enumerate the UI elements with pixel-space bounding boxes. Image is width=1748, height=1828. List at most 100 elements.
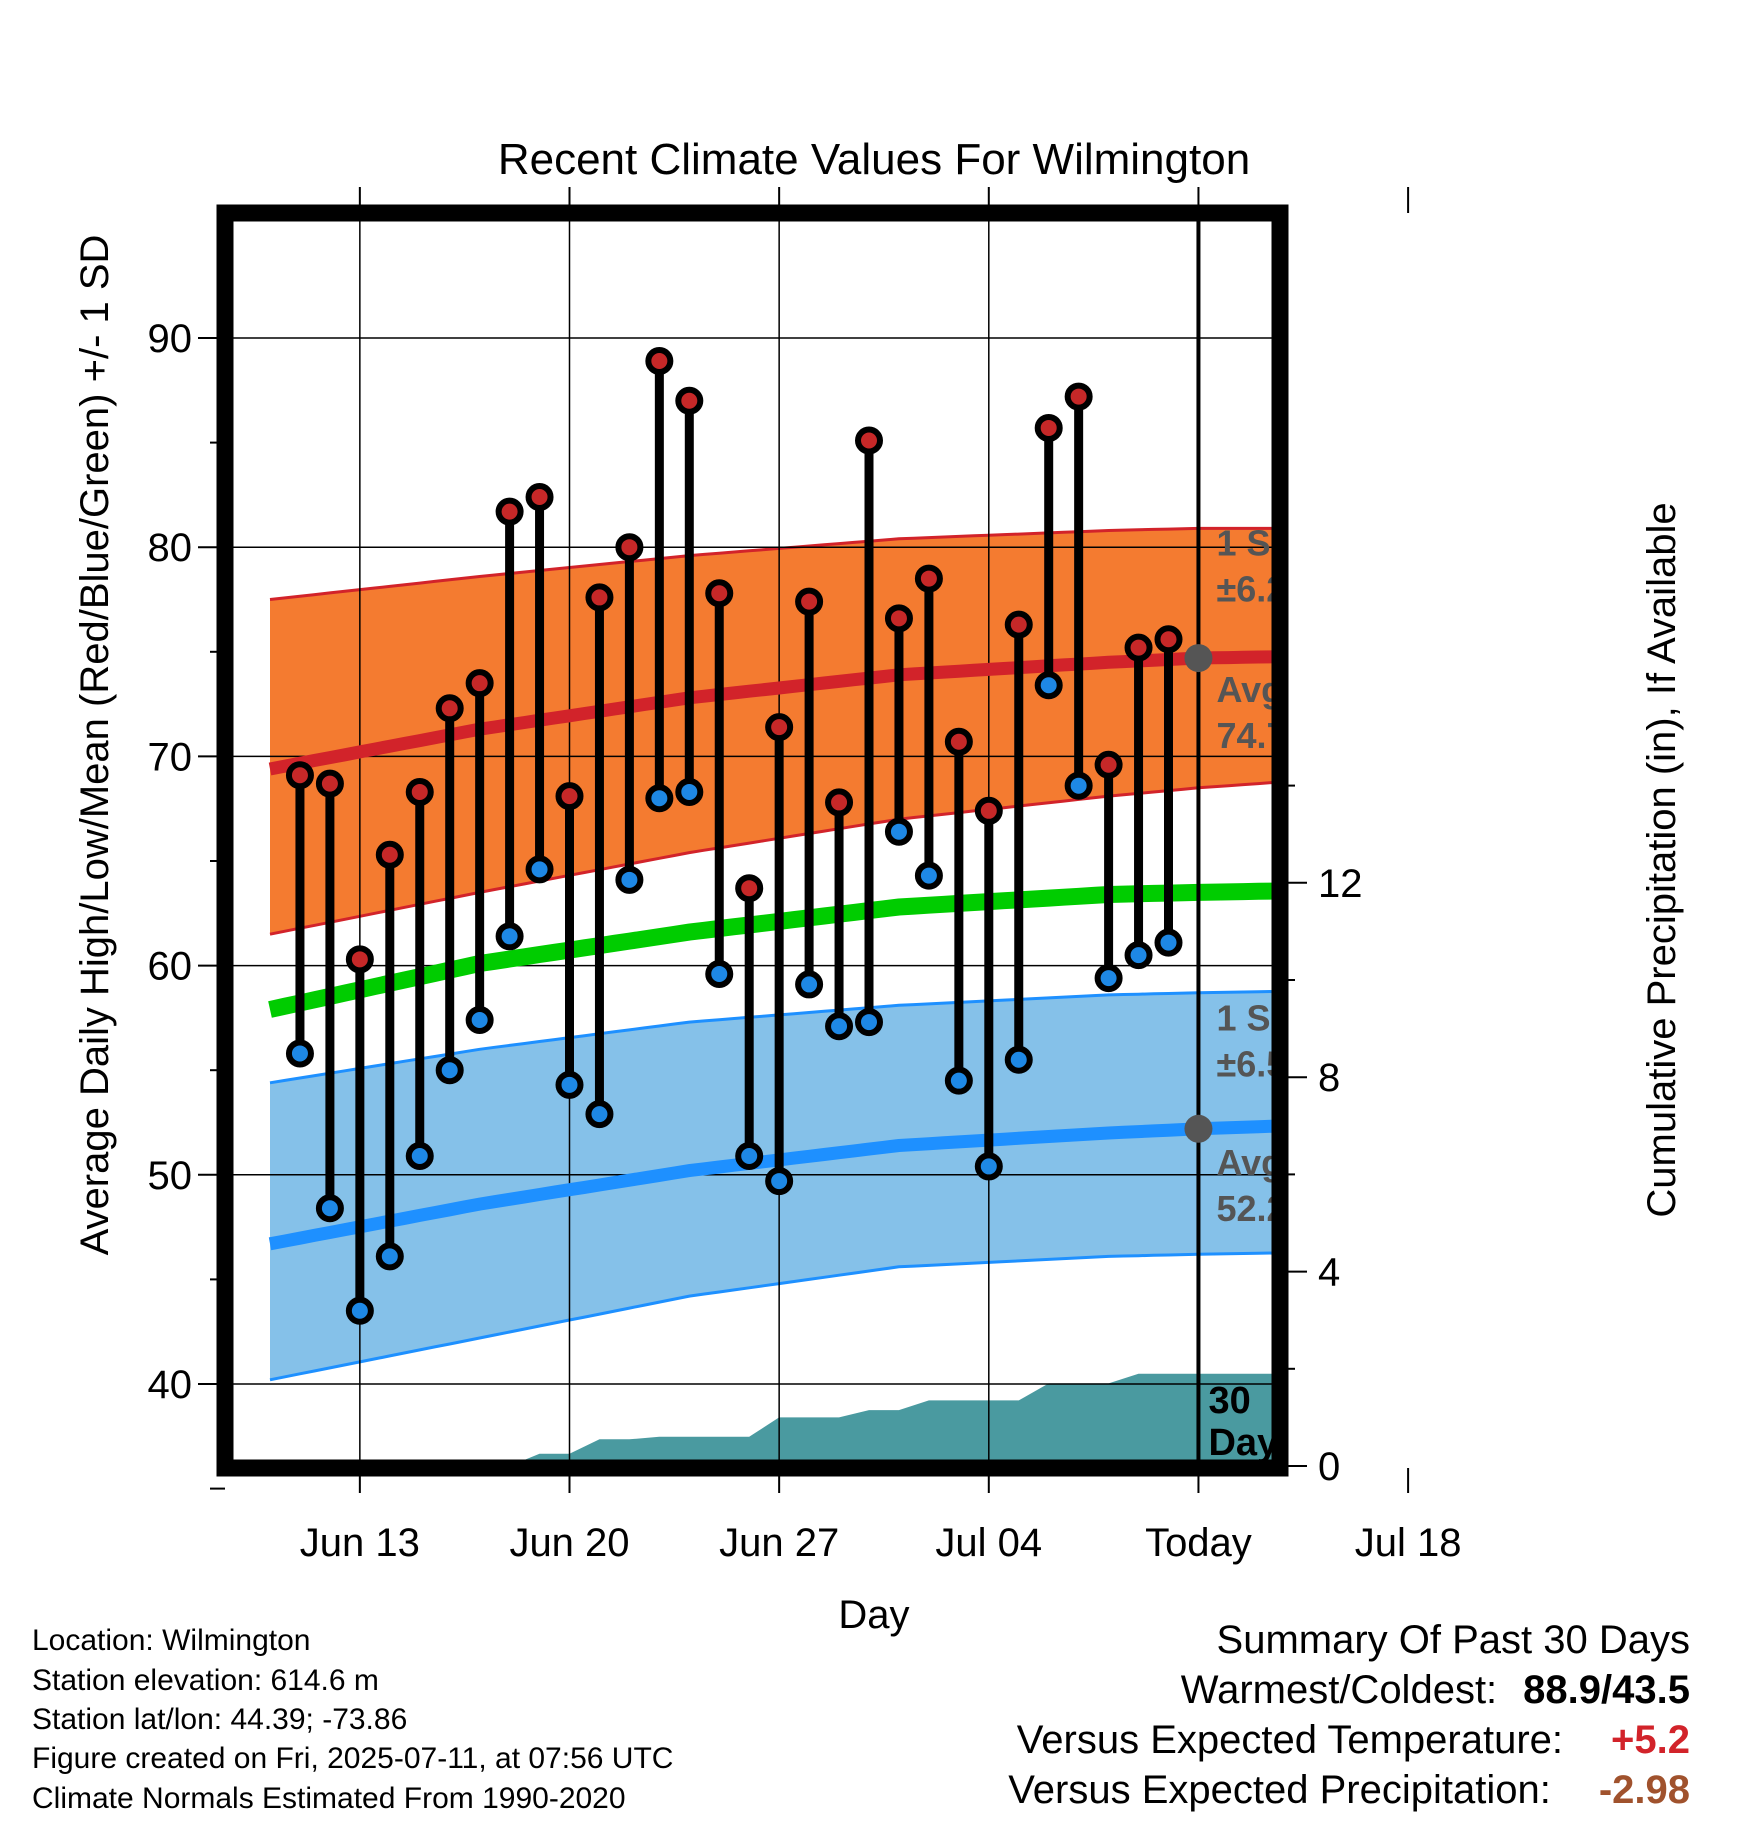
daily-high-point <box>1154 625 1183 654</box>
daily-high-point <box>855 426 883 455</box>
daily-low-point <box>405 1141 434 1170</box>
high-sd-label: 1 SD: <box>1216 523 1308 564</box>
daily-high-point <box>465 669 494 698</box>
daily-low-point <box>615 865 644 894</box>
daily-low-point <box>1064 771 1093 800</box>
y2-axis-label: Cumulative Precipitation (in), If Availa… <box>1640 502 1684 1217</box>
daily-high-point <box>375 840 404 869</box>
daily-high-point <box>495 497 524 526</box>
precip-area <box>270 1373 1280 1466</box>
high-avg-label: Avg: <box>1216 669 1295 710</box>
daily-high-point <box>765 713 794 742</box>
daily-high-point <box>1094 750 1123 779</box>
daily-low-point <box>525 855 554 884</box>
daily-low-point <box>465 1005 494 1034</box>
daily-low-point <box>705 959 734 988</box>
x-tick-label: Jul 04 <box>935 1521 1042 1565</box>
daily-high-point <box>1004 610 1033 639</box>
y2-tick-label: 8 <box>1318 1056 1340 1100</box>
daily-low-point <box>1154 928 1183 957</box>
daily-high-point <box>795 587 824 616</box>
daily-low-point <box>795 970 824 999</box>
x-tick-label: Jun 20 <box>509 1521 629 1565</box>
daily-high-point <box>345 945 374 974</box>
y-tick-label: 40 <box>148 1363 193 1407</box>
x-tick-label: Jun 27 <box>719 1521 839 1565</box>
x-tick-label: Jun 13 <box>300 1521 420 1565</box>
y-tick-label: 90 <box>148 317 193 361</box>
daily-high-point <box>1124 633 1153 662</box>
daily-high-point <box>974 796 1003 825</box>
daily-high-point <box>884 604 913 633</box>
low-avg-label: Avg: <box>1216 1142 1295 1183</box>
daily-high-point <box>525 482 554 511</box>
summary-warm-cold: Warmest/Coldest: 88.9/43.5 <box>1181 1668 1690 1713</box>
summary-temp-label: Versus Expected Temperature: <box>1016 1718 1564 1762</box>
daily-high-point <box>285 761 314 790</box>
daily-low-point <box>974 1152 1003 1181</box>
daily-low-point <box>855 1008 883 1037</box>
daily-low-point <box>735 1141 764 1170</box>
y-tick-label: 70 <box>148 735 193 779</box>
summary-temp: Versus Expected Temperature: +5.2 <box>1017 1718 1690 1763</box>
summary-precip-label: Versus Expected Precipitation: <box>1008 1768 1551 1812</box>
info-created: Figure created on Fri, 2025-07-11, at 07… <box>32 1742 674 1775</box>
daily-high-point <box>1034 413 1063 442</box>
daily-low-point <box>435 1056 464 1085</box>
chart-title: Recent Climate Values For Wilmington <box>498 135 1250 184</box>
info-latlon: Station lat/lon: 44.39; -73.86 <box>32 1703 408 1736</box>
daily-high-point <box>1064 382 1093 411</box>
x-axis-label: Day <box>838 1593 909 1637</box>
y-tick-label: 80 <box>148 526 193 570</box>
daily-low-point <box>645 784 674 813</box>
daily-low-point <box>675 777 704 806</box>
daily-low-point <box>1034 671 1063 700</box>
y-tick-label: 50 <box>148 1154 193 1198</box>
x-tick-label: Today <box>1145 1521 1252 1565</box>
y-axis-label: Average Daily High/Low/Mean (Red/Blue/Gr… <box>73 235 117 1256</box>
daily-high-point <box>675 386 704 415</box>
info-elevation: Station elevation: 614.6 m <box>32 1664 379 1697</box>
daily-high-point <box>555 782 584 811</box>
plot-area: 1 SD: ±6.2°F Avg: 74.7°F 1 SD: ±6.5°F Avg: 52.2… <box>225 213 1322 1468</box>
daily-low-point <box>585 1100 614 1129</box>
summary-warm-cold-value: 88.9/43.5 <box>1523 1668 1690 1712</box>
daily-low-point <box>944 1066 973 1095</box>
daily-high-point <box>585 583 614 612</box>
precip-days-label-2: Days <box>1208 1422 1299 1464</box>
daily-high-point <box>615 533 644 562</box>
y2-tick-label: 4 <box>1318 1251 1340 1295</box>
daily-high-point <box>914 564 943 593</box>
daily-low-point <box>345 1296 374 1325</box>
y2-tick-label: 0 <box>1318 1445 1340 1489</box>
high-sd-value: ±6.2°F <box>1216 569 1322 610</box>
summary-precip: Versus Expected Precipitation: -2.98 <box>1008 1768 1690 1813</box>
daily-low-point <box>1004 1045 1033 1074</box>
daily-low-point <box>884 817 913 846</box>
plot-content: 1 SD: ±6.2°F Avg: 74.7°F 1 SD: ±6.5°F Avg: 52.2… <box>225 213 1322 1468</box>
daily-high-point <box>405 777 434 806</box>
today-low-avg-marker <box>1184 1114 1213 1143</box>
daily-low-point <box>765 1167 794 1196</box>
daily-low-point <box>1094 964 1123 993</box>
plot-frame <box>216 204 1289 1477</box>
axes: 40 50 60 70 80 90 0 4 8 12 Jun 13 Jun 20 Jun 27 Jul 0… <box>148 187 1461 1565</box>
daily-high-point <box>645 347 674 376</box>
summary-temp-value: +5.2 <box>1611 1718 1690 1762</box>
precip-days-label-1: 30 <box>1208 1380 1250 1422</box>
high-avg-value: 74.7°F <box>1216 715 1322 756</box>
daily-low-point <box>495 922 524 951</box>
summary-precip-value: -2.98 <box>1598 1768 1690 1812</box>
low-sd-label: 1 SD: <box>1216 997 1308 1038</box>
y-tick-label: 60 <box>148 945 193 989</box>
normal-low-line <box>268 1119 1280 1251</box>
daily-low-point <box>825 1012 854 1041</box>
daily-high-point <box>705 579 734 608</box>
today-high-avg-marker <box>1184 644 1213 673</box>
info-location: Location: Wilmington <box>32 1624 311 1657</box>
daily-high-point <box>735 874 764 903</box>
daily-high-point <box>315 769 344 798</box>
daily-high-point <box>825 788 854 817</box>
low-avg-value: 52.2°F <box>1216 1188 1322 1229</box>
